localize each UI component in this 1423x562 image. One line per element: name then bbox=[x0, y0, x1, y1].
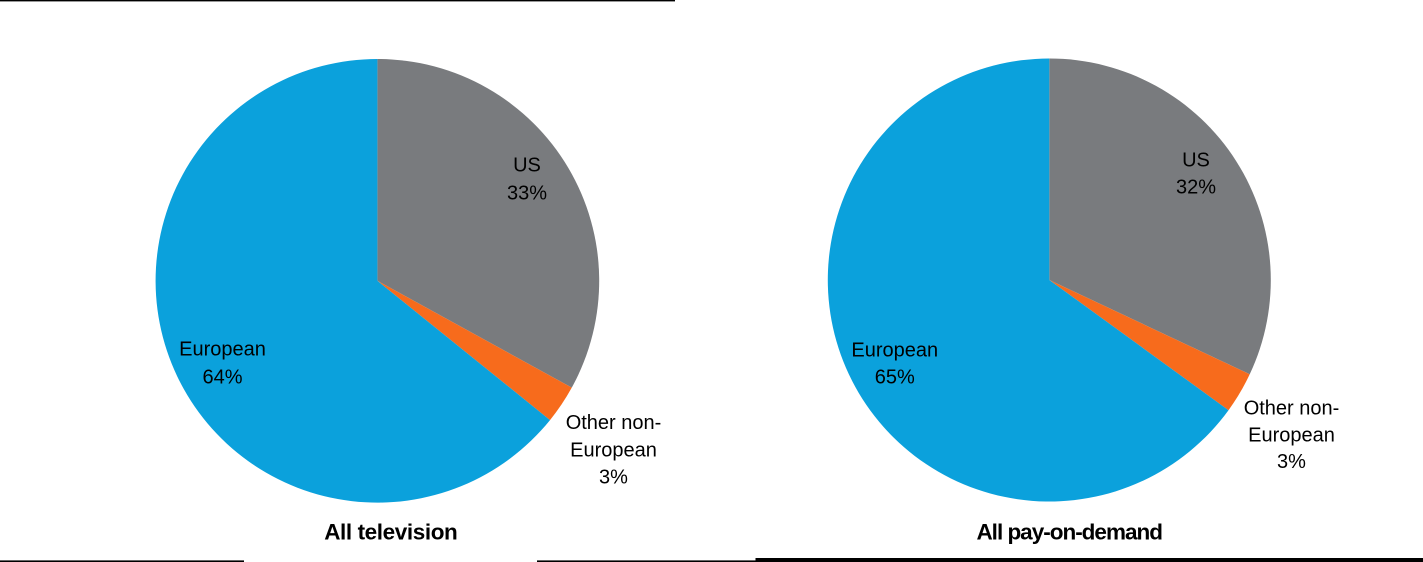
svg-text:64%: 64% bbox=[202, 367, 242, 389]
svg-text:Other non-: Other non- bbox=[566, 412, 662, 434]
svg-text:US: US bbox=[1182, 150, 1210, 172]
svg-text:Other non-: Other non- bbox=[1244, 397, 1340, 419]
svg-text:European: European bbox=[570, 440, 657, 462]
svg-text:32%: 32% bbox=[1176, 177, 1216, 199]
svg-text:33%: 33% bbox=[507, 183, 547, 205]
svg-text:US: US bbox=[513, 155, 541, 177]
svg-text:European: European bbox=[1248, 425, 1335, 447]
svg-text:3%: 3% bbox=[599, 467, 628, 489]
svg-text:All television: All television bbox=[324, 519, 457, 544]
svg-text:European: European bbox=[179, 339, 266, 361]
svg-text:European: European bbox=[851, 339, 938, 361]
svg-text:All pay-on-demand: All pay-on-demand bbox=[976, 519, 1162, 544]
svg-text:65%: 65% bbox=[875, 367, 915, 389]
svg-text:3%: 3% bbox=[1277, 451, 1306, 473]
